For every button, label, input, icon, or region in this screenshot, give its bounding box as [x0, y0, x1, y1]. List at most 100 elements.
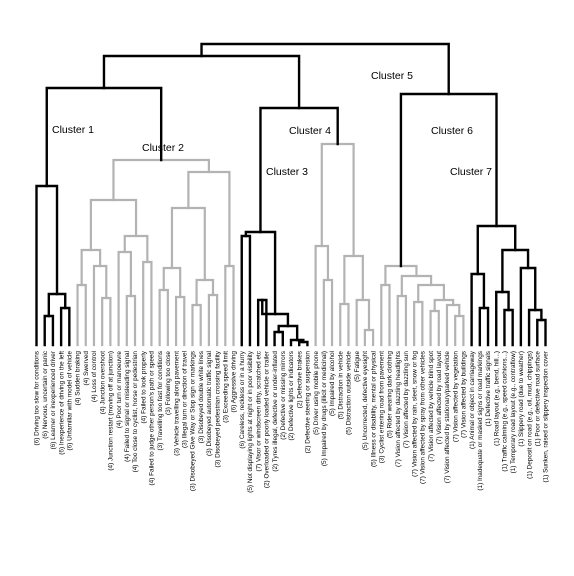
dendrogram-link — [92, 264, 108, 347]
leaf-label: (6) Careless, reckless or in a hurry — [239, 350, 246, 448]
dendrogram-link — [343, 254, 364, 306]
dendrogram-link — [174, 295, 186, 347]
leaf-label: (2) Defective steering or suspension — [305, 351, 312, 454]
leaf-label: (3) Vehicle travelling along pavement — [173, 351, 180, 456]
dendrogram-link — [43, 314, 55, 347]
leaf-label: (2) Defective brakes — [296, 351, 303, 408]
dendrogram-link — [123, 234, 149, 264]
leaf-label: (3) Disobeyed Give Way or Stop sign or m… — [190, 351, 197, 491]
leaf-label: (1) Defective traffic signals — [485, 351, 492, 426]
leaf-label: (7) Vision affected by dazzling sun — [403, 351, 410, 449]
leaf-label: (1) Road layout (e.g., bend, hill...) — [493, 351, 500, 446]
leaf-label: (5) Uncorrected, defective eyesight — [362, 351, 369, 450]
dendrogram-link — [536, 318, 547, 347]
leaf-label: (6) Nervous, uncertain or panic — [42, 350, 49, 439]
leaf-label: (4) Sudden braking — [75, 351, 82, 406]
leaf-label: (1) Animal or object in carriageway — [469, 350, 476, 449]
leaf-label: (5) Distraction in vehicle — [337, 351, 344, 420]
leaf-label: (5) Fatigue — [354, 351, 361, 382]
dendrogram-link — [380, 283, 391, 347]
dendrogram-link — [429, 309, 440, 347]
leaf-label: (1) Poor or defective road surface — [534, 351, 541, 447]
leaf-label: (2) Overloaded or poorly loaded vehicle … — [264, 350, 271, 488]
dendrogram-link — [355, 298, 371, 347]
dendrogram-link — [470, 272, 486, 347]
leaf-label: (3) Cyclist entering road from pavement — [379, 351, 386, 463]
leaf-label: (3) Disobeyed double white lines — [198, 351, 205, 443]
dendrogram-link — [399, 92, 498, 268]
leaf-label: (5) Distraction outside vehicle — [346, 351, 353, 435]
dendrogram-link — [158, 288, 169, 347]
leaf-label: (5) Rider wearing dark clothing — [387, 351, 394, 438]
dendrogram-link — [273, 330, 284, 347]
leaf-label: (5) Driver using mobile phone — [313, 351, 320, 435]
leaf-label: (5) Impaired by drugs (illicit or medici… — [321, 351, 328, 466]
dendrogram-link — [224, 264, 235, 347]
dendrogram-link — [322, 278, 334, 347]
leaf-label: (6) Aggressive driving — [231, 351, 238, 413]
leaf-label: (3) Illegal turn or direction of travel — [181, 351, 188, 448]
dendrogram-links — [35, 42, 547, 347]
dendrogram-link — [117, 250, 133, 347]
cluster-label-2: Cluster 2 — [142, 142, 184, 154]
leaf-label: (1) Temporary road layout (e.g., contraf… — [510, 351, 517, 473]
dendrogram-link — [501, 248, 530, 294]
cluster-label-3: Cluster 3 — [266, 166, 308, 178]
leaf-label: (4) Failed to judge other person's path … — [149, 351, 156, 486]
leaf-label: (6) Driving too slow for conditions — [34, 351, 41, 445]
dendrogram-link — [240, 234, 252, 347]
dendrogram-link — [195, 278, 215, 307]
leaf-label: (2) Defective lights or indicators — [288, 351, 295, 441]
leaf-label: (5) Not displaying lights at night or in… — [247, 350, 254, 493]
dendrogram-link — [363, 328, 375, 347]
leaf-label: (1) Sunken, raised or slippery inspectio… — [543, 350, 550, 482]
dendrogram-link — [112, 158, 211, 202]
leaf-label: (4) Poor turn or manoeuvre — [116, 351, 123, 429]
dendrogram-link — [80, 248, 102, 287]
leaf-label: (4) Failed to signal or misleading signa… — [124, 351, 131, 462]
dendrogram-link — [59, 306, 71, 347]
leaf-label: (7) Vision affected by road layout — [436, 351, 443, 444]
leaf-label: (7) Vision affected by buildings — [461, 351, 468, 438]
leaf-label: (2) Tyres illegal, defective or under-in… — [272, 351, 279, 472]
cluster-labels: Cluster 1 Cluster 2 Cluster 3 Cluster 4 … — [52, 70, 492, 178]
dendrogram-link — [320, 142, 355, 258]
cluster-label-7: Cluster 7 — [450, 166, 492, 178]
dendrogram-link — [142, 260, 153, 347]
dendrogram-link — [101, 296, 112, 347]
dendrogram-link — [125, 294, 137, 347]
leaf-label: (6) Unfamiliar with model of vehicle — [67, 351, 74, 451]
leaf-label: (7) Vision affected by stationary/parked… — [444, 351, 451, 484]
cluster-label-4: Cluster 4 — [289, 125, 331, 137]
dendrogram-link — [47, 292, 67, 318]
leaf-label: (3) Following too close — [165, 351, 172, 415]
dendrogram-link — [396, 294, 408, 347]
dendrogram-link — [170, 206, 206, 282]
dendrogram-link — [89, 198, 138, 252]
leaf-label: (7) Vision affected by vehicle blind spo… — [428, 351, 435, 462]
dendrogram-link — [413, 300, 424, 347]
leaf-label: (3) Travelling too fast for conditions — [157, 351, 164, 450]
leaf-label: (4) Loss of control — [91, 351, 98, 402]
leaf-label: (7) Vision affected by rain, sleet, snow… — [411, 351, 418, 477]
leaf-label: (4) Junction overshoot — [99, 351, 106, 414]
leaf-label: (4) Failed to look properly — [140, 350, 147, 423]
leaf-label: (4) Junction restart (moving off at junc… — [108, 351, 115, 471]
leaf-label: (7) Vision affected by dazzling headligh… — [395, 351, 402, 467]
dendrogram-link — [200, 42, 450, 96]
leaf-labels: (6) Driving too slow for conditions (6) N… — [34, 350, 550, 493]
leaf-label: (6) Learner or inexperienced driver — [50, 350, 57, 449]
leaf-label: (1) Slippery road (due to weather) — [518, 351, 525, 447]
leaf-label: (5) Illness or disability, mental or phy… — [370, 351, 377, 467]
dendrogram-link — [478, 306, 490, 347]
dendrogram-link — [76, 283, 87, 347]
leaf-label: (1) Deposit on road (e.g., oil, mud, chi… — [526, 351, 533, 479]
dendrogram-link — [503, 308, 514, 347]
dendrogram-link — [495, 290, 510, 347]
dendrogram-link — [527, 308, 543, 347]
dendrogram-link — [339, 302, 350, 347]
dendrogram-link — [454, 314, 465, 347]
leaf-label: (7) Vision affected by vegetation — [452, 351, 459, 443]
leaf-label: (6) Inexperience of driving on the left — [58, 351, 65, 455]
